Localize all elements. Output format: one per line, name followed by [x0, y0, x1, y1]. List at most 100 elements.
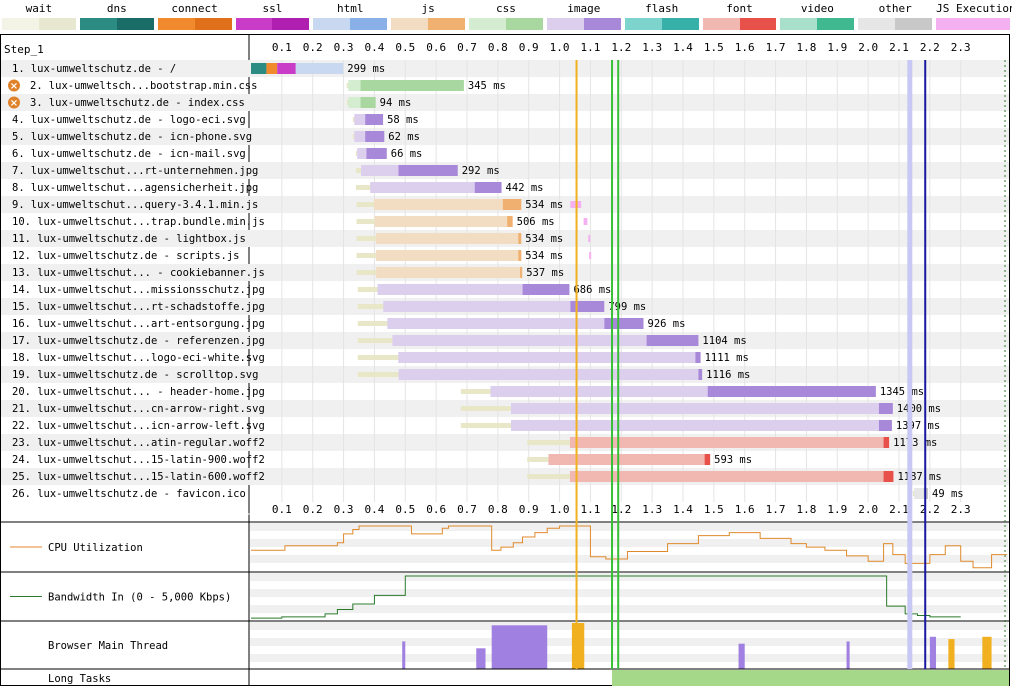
download-bar [398, 165, 458, 176]
tick-label-bottom: 1.6 [735, 503, 755, 516]
request-url: lux-umweltschut...cn-arrow-right.svg [37, 403, 265, 415]
metric-stripe [250, 605, 1008, 613]
request-number: 11. [12, 233, 31, 245]
request-url: lux-umweltsch...bootstrap.min.css [49, 80, 258, 92]
request-duration: 94 ms [380, 97, 412, 109]
legend-swatch [936, 18, 1010, 30]
tick-label-top: 2.1 [889, 41, 909, 54]
tick-label-top: 1.8 [796, 41, 816, 54]
metric-label: Browser Main Thread [48, 640, 168, 652]
tick-label-bottom: 1.4 [673, 503, 693, 516]
metric-label: CPU Utilization [48, 542, 143, 554]
download-bar [695, 352, 701, 363]
main-thread-activity [929, 636, 937, 669]
tick-label-bottom: 0.4 [364, 503, 384, 516]
tick-label-bottom: 0.2 [303, 503, 323, 516]
metric-stripe [250, 622, 1008, 630]
metric-stripe [250, 573, 1008, 581]
download-bar [507, 216, 513, 227]
request-bar [376, 267, 521, 278]
request-row: × 2. lux-umweltsch...bootstrap.min.css 345 … [8, 79, 506, 92]
tick-label-bottom: 2.1 [889, 503, 909, 516]
request-url: lux-umweltschut...missionsschutz.jpg [37, 284, 265, 296]
legend-swatch [391, 18, 466, 30]
tick-label-top: 1.4 [673, 41, 693, 54]
metric-stripe [250, 523, 1008, 531]
request-bar [374, 216, 508, 227]
download-bar [365, 114, 384, 125]
error-icon-glyph: × [10, 81, 18, 92]
request-url: lux-umweltschutz.de - logo-eci.svg [31, 114, 246, 126]
legend-label: ssl [262, 2, 283, 15]
request-url: lux-umweltschut... - header-home.jpg [37, 386, 265, 398]
request-row: 26. lux-umweltschutz.de - favicon.ico 49 m… [12, 488, 964, 500]
legend-label: other [878, 2, 912, 15]
request-duration: 926 ms [648, 318, 686, 330]
request-bar [511, 403, 879, 414]
request-duration: 58 ms [387, 114, 419, 126]
request-number: 14. [12, 284, 31, 296]
tick-label-bottom: 0.6 [426, 503, 446, 516]
legend-item-font: font [702, 0, 777, 32]
request-number: 13. [12, 267, 31, 279]
legend-swatch [2, 18, 76, 30]
request-bar [370, 182, 475, 193]
main-thread-activity [982, 636, 992, 669]
request-row: 17. lux-umweltschutz.de - referenzen.jpg 1… [12, 335, 747, 347]
request-url: lux-umweltschutz.de - / [31, 63, 176, 75]
request-number: 12. [12, 250, 31, 262]
download-bar [570, 301, 605, 312]
js-execution-bar [589, 252, 592, 259]
request-row: 13. lux-umweltschut... - cookiebanner.js 5… [12, 267, 564, 279]
tick-label-top: 0.4 [364, 41, 384, 54]
request-url: lux-umweltschut...atin-regular.woff2 [37, 437, 265, 449]
main-thread-activity [571, 623, 585, 669]
request-url: lux-umweltschutz.de - favicon.ico [37, 488, 246, 500]
request-duration: 799 ms [608, 301, 646, 313]
tick-label-bottom: 1.5 [704, 503, 724, 516]
request-row: 11. lux-umweltschutz.de - lightbox.js 534 … [12, 233, 591, 245]
download-bar [883, 437, 890, 448]
download-bar [502, 199, 522, 210]
request-bar [398, 369, 699, 380]
metric-stripe [250, 539, 1008, 547]
request-duration: 66 ms [391, 148, 423, 160]
request-row: 8. lux-umweltschut...agensicherheit.jpg 44… [12, 182, 543, 194]
request-duration: 292 ms [462, 165, 500, 177]
tick-label-bottom: 2.0 [858, 503, 878, 516]
tick-label-top: 1.6 [735, 41, 755, 54]
request-number: 25. [12, 471, 31, 483]
legend-label: dns [106, 2, 127, 15]
download-bar [365, 131, 385, 142]
request-duration: 345 ms [468, 80, 506, 92]
request-row: 24. lux-umweltschut...15-latin-900.woff2 5… [12, 454, 752, 466]
tick-label-bottom: 1.8 [796, 503, 816, 516]
request-bar [348, 97, 361, 108]
request-row: 23. lux-umweltschut...atin-regular.woff2 1… [12, 437, 937, 449]
tick-label-bottom: 0.1 [272, 503, 292, 516]
download-bar [883, 471, 894, 482]
request-url: lux-umweltschut...trap.bundle.min.js [37, 216, 265, 228]
request-duration: 537 ms [526, 267, 564, 279]
request-url: lux-umweltschutz.de - referenzen.jpg [37, 335, 265, 347]
request-bar [295, 63, 344, 74]
request-url: lux-umweltschut...art-entsorgung.jpg [37, 318, 265, 330]
request-row: 18. lux-umweltschut...logo-eci-white.svg 1… [12, 352, 749, 364]
request-url: lux-umweltschut...query-3.4.1.min.js [31, 199, 259, 211]
legend-label: html [337, 2, 364, 15]
download-bar [518, 233, 522, 244]
request-bar [354, 114, 366, 125]
request-duration: 534 ms [525, 233, 563, 245]
request-duration: 1187 ms [897, 471, 941, 483]
tick-label-top: 1.5 [704, 41, 724, 54]
request-duration: 1397 ms [896, 420, 940, 432]
legend-label: image [567, 2, 601, 15]
waterfall-chart: Step_1 0.1 0.1 0.2 0.2 0.3 0.3 0.4 0.4 0.5 0.5 0.6 0… [0, 34, 1010, 686]
download-bar [707, 386, 876, 397]
request-duration: 62 ms [388, 131, 420, 143]
row-stripe [1, 128, 1009, 145]
legend-item-other: other [858, 0, 933, 32]
request-number: 21. [12, 403, 31, 415]
request-bar [374, 199, 503, 210]
main-thread-activity [491, 625, 548, 669]
